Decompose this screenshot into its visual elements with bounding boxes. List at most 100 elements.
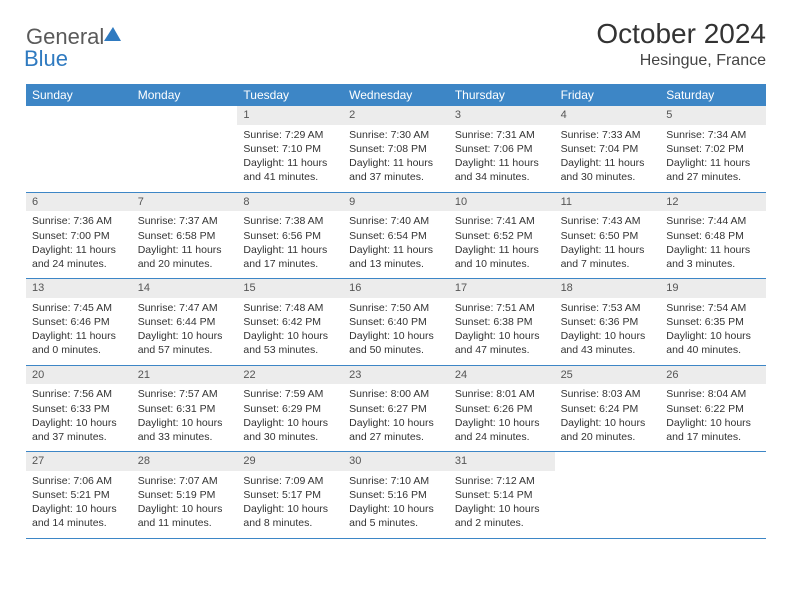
day-number: 28	[132, 452, 238, 471]
sunset-text: Sunset: 6:48 PM	[666, 229, 760, 243]
day-number: 26	[660, 366, 766, 385]
calendar-cell: 31Sunrise: 7:12 AMSunset: 5:14 PMDayligh…	[449, 452, 555, 538]
day-number: 23	[343, 366, 449, 385]
sunrise-text: Sunrise: 7:34 AM	[666, 128, 760, 142]
calendar-cell: 30Sunrise: 7:10 AMSunset: 5:16 PMDayligh…	[343, 452, 449, 538]
daylight-text: Daylight: 10 hours and 33 minutes.	[138, 416, 232, 444]
day-details: Sunrise: 7:10 AMSunset: 5:16 PMDaylight:…	[343, 471, 449, 538]
daylight-text: Daylight: 10 hours and 50 minutes.	[349, 329, 443, 357]
day-details: Sunrise: 7:48 AMSunset: 6:42 PMDaylight:…	[237, 298, 343, 365]
sunrise-text: Sunrise: 7:50 AM	[349, 301, 443, 315]
page-title: October 2024	[596, 18, 766, 50]
sunrise-text: Sunrise: 7:29 AM	[243, 128, 337, 142]
sunrise-text: Sunrise: 7:41 AM	[455, 214, 549, 228]
day-details: Sunrise: 7:53 AMSunset: 6:36 PMDaylight:…	[555, 298, 661, 365]
sunrise-text: Sunrise: 7:09 AM	[243, 474, 337, 488]
sunrise-text: Sunrise: 7:43 AM	[561, 214, 655, 228]
sunrise-text: Sunrise: 7:33 AM	[561, 128, 655, 142]
sunset-text: Sunset: 5:17 PM	[243, 488, 337, 502]
title-block: October 2024 Hesingue, France	[596, 18, 766, 70]
day-details: Sunrise: 7:36 AMSunset: 7:00 PMDaylight:…	[26, 211, 132, 278]
sunset-text: Sunset: 7:08 PM	[349, 142, 443, 156]
calendar-cell: 9Sunrise: 7:40 AMSunset: 6:54 PMDaylight…	[343, 193, 449, 279]
day-number: 30	[343, 452, 449, 471]
sunset-text: Sunset: 6:29 PM	[243, 402, 337, 416]
calendar-cell: 15Sunrise: 7:48 AMSunset: 6:42 PMDayligh…	[237, 279, 343, 365]
calendar-cell	[132, 106, 238, 192]
sunrise-text: Sunrise: 7:59 AM	[243, 387, 337, 401]
sunset-text: Sunset: 6:36 PM	[561, 315, 655, 329]
day-details: Sunrise: 7:44 AMSunset: 6:48 PMDaylight:…	[660, 211, 766, 278]
calendar-cell	[555, 452, 661, 538]
sunset-text: Sunset: 6:56 PM	[243, 229, 337, 243]
calendar-cell: 5Sunrise: 7:34 AMSunset: 7:02 PMDaylight…	[660, 106, 766, 192]
day-details: Sunrise: 7:12 AMSunset: 5:14 PMDaylight:…	[449, 471, 555, 538]
sunrise-text: Sunrise: 7:37 AM	[138, 214, 232, 228]
day-details: Sunrise: 7:31 AMSunset: 7:06 PMDaylight:…	[449, 125, 555, 192]
daylight-text: Daylight: 11 hours and 7 minutes.	[561, 243, 655, 271]
day-number: 11	[555, 193, 661, 212]
sunrise-text: Sunrise: 7:57 AM	[138, 387, 232, 401]
sunset-text: Sunset: 6:22 PM	[666, 402, 760, 416]
daylight-text: Daylight: 10 hours and 47 minutes.	[455, 329, 549, 357]
daylight-text: Daylight: 11 hours and 13 minutes.	[349, 243, 443, 271]
brand-logo: GeneralBlue	[26, 18, 122, 72]
day-details: Sunrise: 7:54 AMSunset: 6:35 PMDaylight:…	[660, 298, 766, 365]
daylight-text: Daylight: 11 hours and 41 minutes.	[243, 156, 337, 184]
calendar-cell: 2Sunrise: 7:30 AMSunset: 7:08 PMDaylight…	[343, 106, 449, 192]
day-number: 14	[132, 279, 238, 298]
sunset-text: Sunset: 5:21 PM	[32, 488, 126, 502]
calendar-cell: 4Sunrise: 7:33 AMSunset: 7:04 PMDaylight…	[555, 106, 661, 192]
sunrise-text: Sunrise: 8:00 AM	[349, 387, 443, 401]
day-details: Sunrise: 7:41 AMSunset: 6:52 PMDaylight:…	[449, 211, 555, 278]
calendar: Sunday Monday Tuesday Wednesday Thursday…	[26, 84, 766, 539]
sunset-text: Sunset: 7:00 PM	[32, 229, 126, 243]
day-number: 27	[26, 452, 132, 471]
daylight-text: Daylight: 10 hours and 27 minutes.	[349, 416, 443, 444]
day-number: 6	[26, 193, 132, 212]
day-details: Sunrise: 7:38 AMSunset: 6:56 PMDaylight:…	[237, 211, 343, 278]
calendar-cell: 19Sunrise: 7:54 AMSunset: 6:35 PMDayligh…	[660, 279, 766, 365]
day-number: 3	[449, 106, 555, 125]
brand-word-2: Blue	[24, 46, 68, 71]
sunset-text: Sunset: 6:33 PM	[32, 402, 126, 416]
calendar-cell: 1Sunrise: 7:29 AMSunset: 7:10 PMDaylight…	[237, 106, 343, 192]
calendar-cell: 12Sunrise: 7:44 AMSunset: 6:48 PMDayligh…	[660, 193, 766, 279]
day-details: Sunrise: 8:03 AMSunset: 6:24 PMDaylight:…	[555, 384, 661, 451]
daylight-text: Daylight: 11 hours and 34 minutes.	[455, 156, 549, 184]
day-details: Sunrise: 7:09 AMSunset: 5:17 PMDaylight:…	[237, 471, 343, 538]
sunrise-text: Sunrise: 7:06 AM	[32, 474, 126, 488]
day-details: Sunrise: 7:06 AMSunset: 5:21 PMDaylight:…	[26, 471, 132, 538]
sunrise-text: Sunrise: 7:40 AM	[349, 214, 443, 228]
sunset-text: Sunset: 6:42 PM	[243, 315, 337, 329]
day-number: 9	[343, 193, 449, 212]
day-number: 2	[343, 106, 449, 125]
calendar-cell	[26, 106, 132, 192]
daylight-text: Daylight: 10 hours and 5 minutes.	[349, 502, 443, 530]
calendar-cell: 20Sunrise: 7:56 AMSunset: 6:33 PMDayligh…	[26, 366, 132, 452]
daylight-text: Daylight: 10 hours and 2 minutes.	[455, 502, 549, 530]
calendar-cell: 23Sunrise: 8:00 AMSunset: 6:27 PMDayligh…	[343, 366, 449, 452]
sunset-text: Sunset: 6:52 PM	[455, 229, 549, 243]
daylight-text: Daylight: 11 hours and 20 minutes.	[138, 243, 232, 271]
calendar-cell: 14Sunrise: 7:47 AMSunset: 6:44 PMDayligh…	[132, 279, 238, 365]
daylight-text: Daylight: 10 hours and 57 minutes.	[138, 329, 232, 357]
daylight-text: Daylight: 10 hours and 53 minutes.	[243, 329, 337, 357]
day-number: 25	[555, 366, 661, 385]
day-number: 7	[132, 193, 238, 212]
sunrise-text: Sunrise: 8:01 AM	[455, 387, 549, 401]
calendar-cell: 13Sunrise: 7:45 AMSunset: 6:46 PMDayligh…	[26, 279, 132, 365]
weekday-header: Thursday	[449, 84, 555, 106]
sunset-text: Sunset: 6:58 PM	[138, 229, 232, 243]
daylight-text: Daylight: 10 hours and 20 minutes.	[561, 416, 655, 444]
calendar-cell: 29Sunrise: 7:09 AMSunset: 5:17 PMDayligh…	[237, 452, 343, 538]
weekday-header: Tuesday	[237, 84, 343, 106]
day-number: 4	[555, 106, 661, 125]
header: GeneralBlue October 2024 Hesingue, Franc…	[26, 18, 766, 72]
sunset-text: Sunset: 6:35 PM	[666, 315, 760, 329]
daylight-text: Daylight: 10 hours and 30 minutes.	[243, 416, 337, 444]
sunrise-text: Sunrise: 7:10 AM	[349, 474, 443, 488]
calendar-cell	[660, 452, 766, 538]
day-details: Sunrise: 7:30 AMSunset: 7:08 PMDaylight:…	[343, 125, 449, 192]
sunrise-text: Sunrise: 7:54 AM	[666, 301, 760, 315]
